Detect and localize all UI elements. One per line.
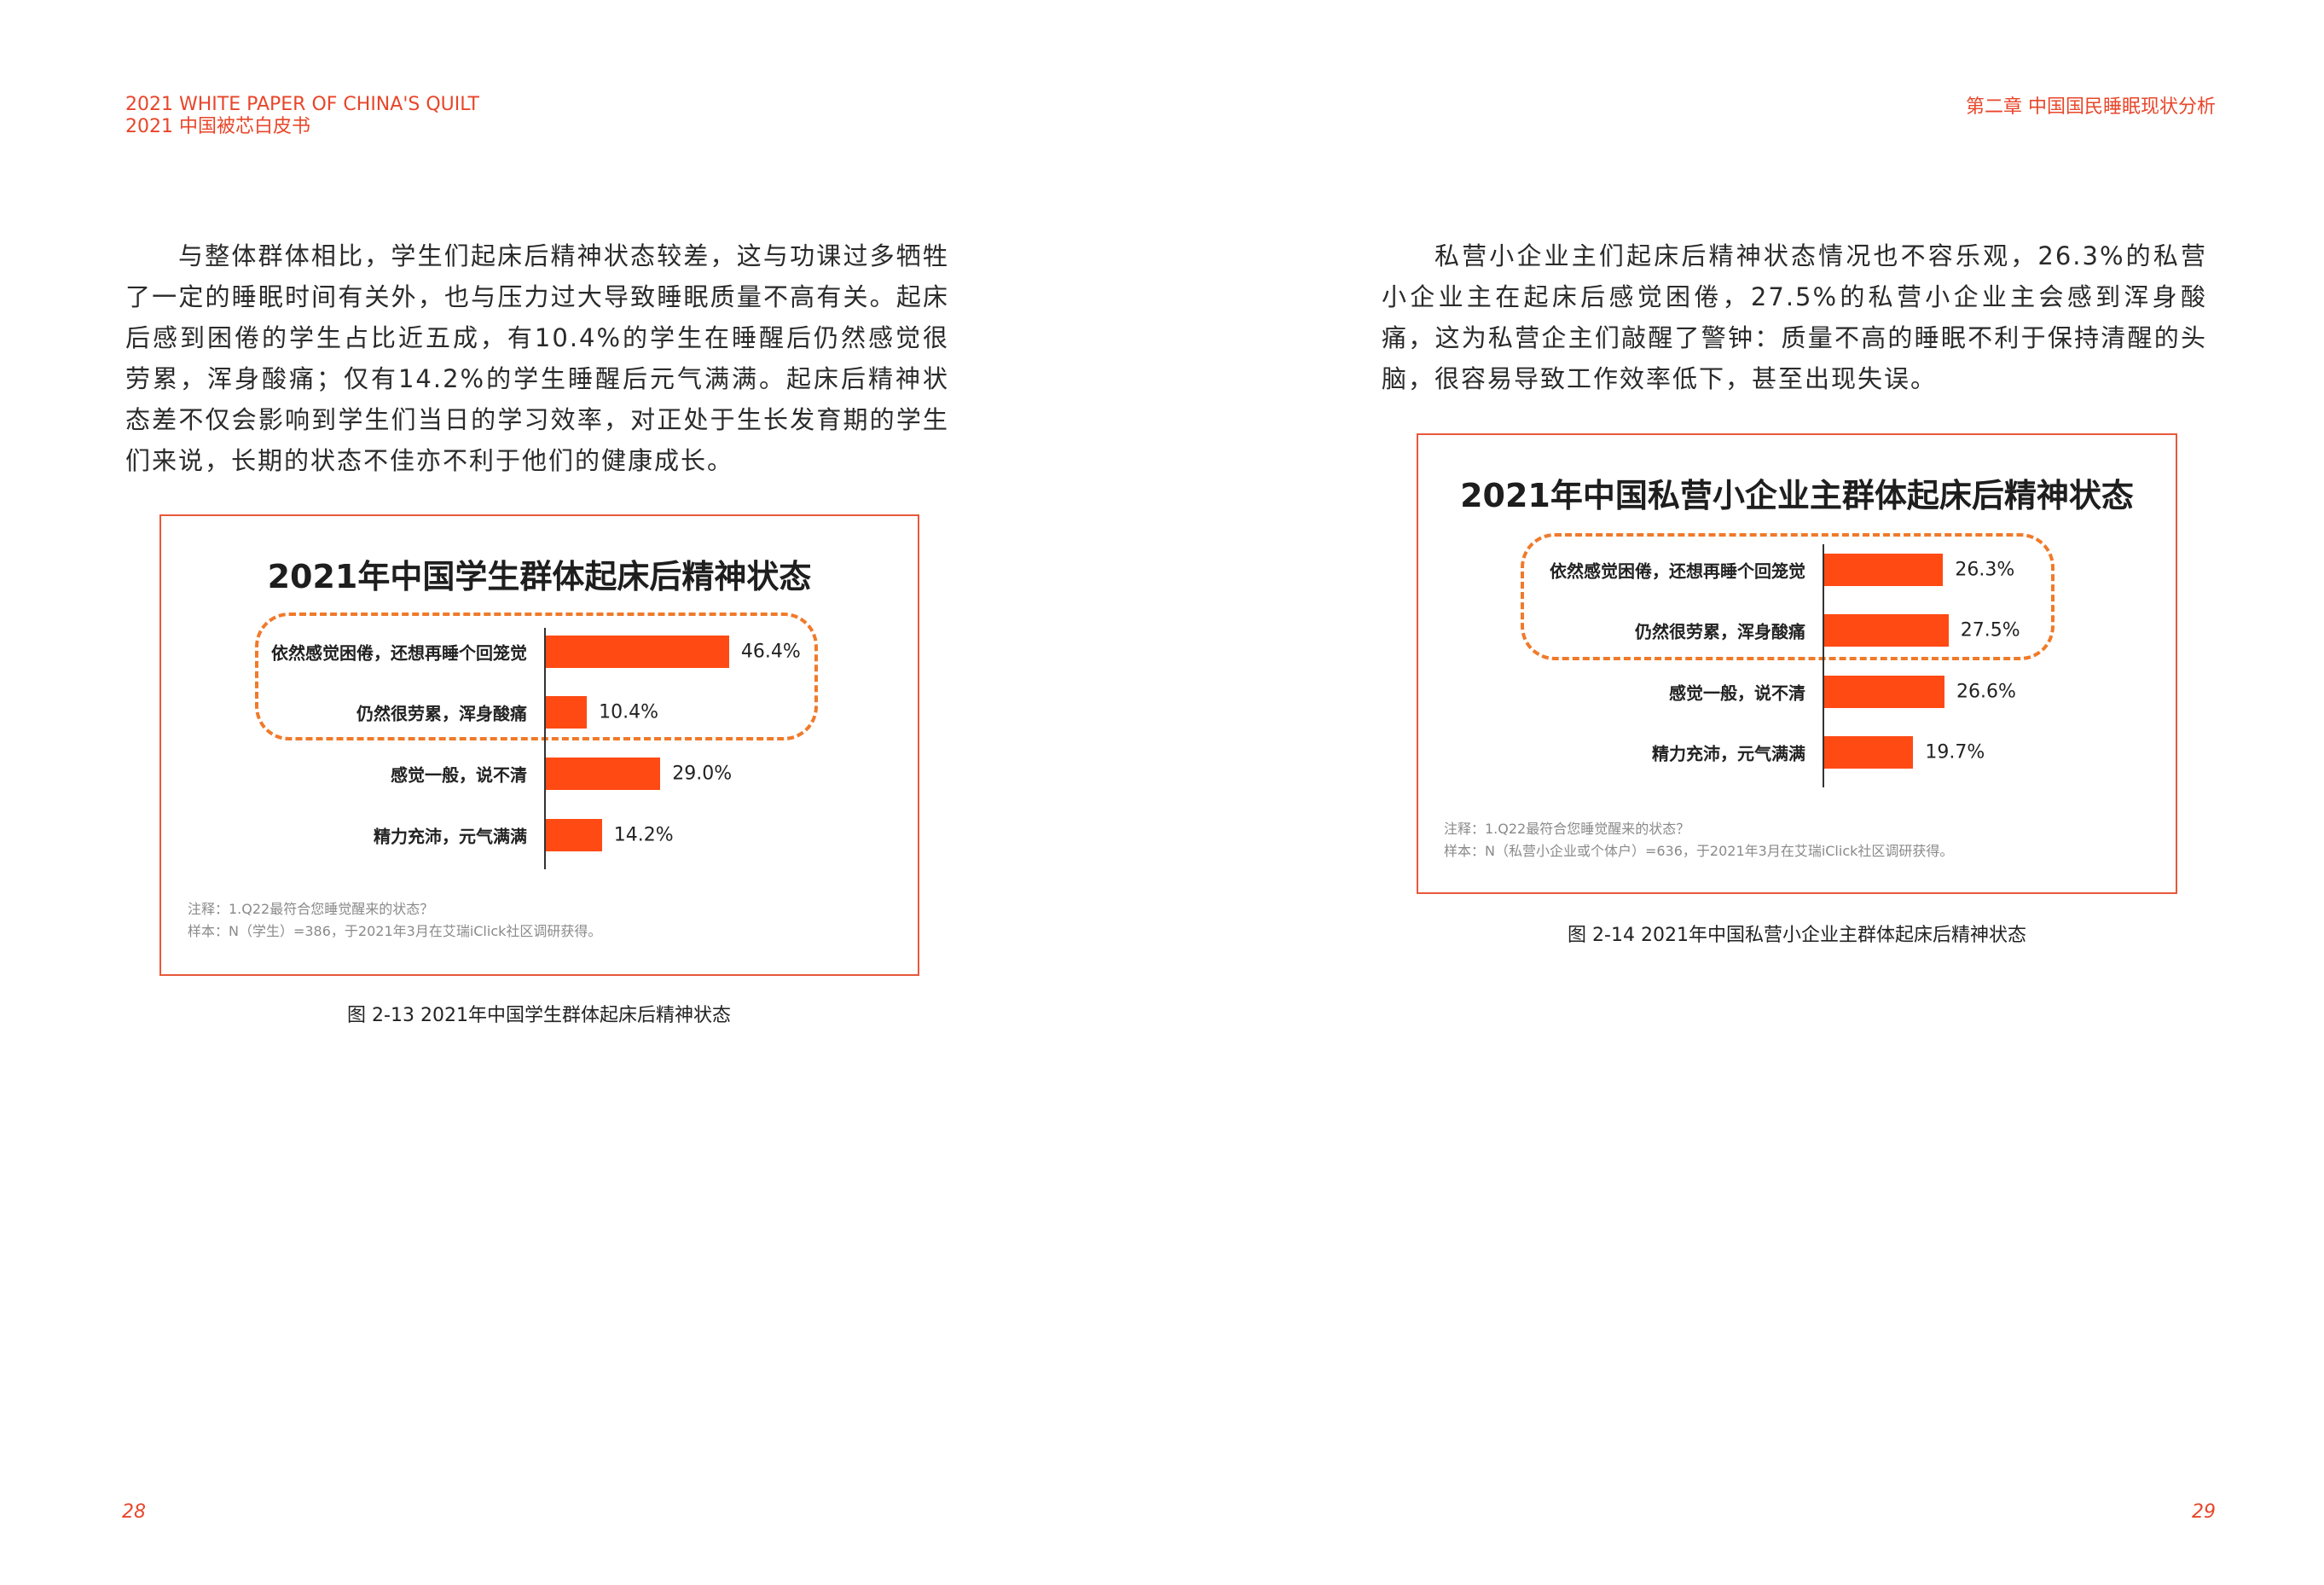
highlight-dashed-box (1521, 533, 2055, 660)
category-label: 感觉一般，说不清 (1669, 682, 1805, 704)
chapter-title: 第二章 中国国民睡眠现状分析 (1966, 96, 2216, 118)
value-label: 19.7% (1925, 741, 1985, 763)
bar (1824, 676, 1944, 708)
chart-sample: 样本：N（学生）=386，于2021年3月在艾瑞iClick社区调研获得。 (188, 923, 602, 939)
value-label: 26.6% (1956, 681, 2016, 703)
bar (546, 696, 588, 729)
chart-axis (1823, 544, 1824, 787)
category-label: 仍然很劳累，浑身酸痛 (1635, 621, 1805, 642)
bar (546, 758, 661, 790)
value-label: 26.3% (1955, 559, 2015, 581)
category-label: 依然感觉困倦，还想再睡个回笼觉 (271, 642, 527, 664)
page-number-left: 28 (122, 1501, 146, 1523)
chart-note: 注释：1.Q22最符合您睡觉醒来的状态？ (1444, 821, 1690, 837)
book-title-cn: 2021 中国被芯白皮书 (125, 116, 310, 137)
page-number-right: 29 (2192, 1501, 2216, 1523)
value-label: 29.0% (672, 763, 733, 785)
value-label: 10.4% (599, 701, 659, 723)
category-label: 依然感觉困倦，还想再睡个回笼觉 (1550, 560, 1805, 582)
category-label: 感觉一般，说不清 (391, 764, 527, 786)
category-label: 仍然很劳累，浑身酸痛 (356, 703, 527, 724)
figure-caption: 图 2-13 2021年中国学生群体起床后精神状态 (347, 1005, 731, 1026)
right-paragraph: 私营小企业主们起床后精神状态情况也不容乐观，26.3%的私营小企业主在起床后感觉… (1382, 241, 2207, 393)
bar (1824, 736, 1914, 769)
chart-sample: 样本：N（私营小企业或个体户）=636，于2021年3月在艾瑞iClick社区调… (1444, 843, 1954, 859)
category-label: 精力充沛，元气满满 (374, 826, 527, 847)
book-title-en: 2021 WHITE PAPER OF CHINA'S QUILT (125, 94, 479, 115)
business-owner-chart: 2021年中国私营小企业主群体起床后精神状态 注释：1.Q22最符合您睡觉醒来的… (1417, 433, 2177, 894)
chart-note: 注释：1.Q22最符合您睡觉醒来的状态？ (188, 901, 434, 917)
chart-title: 2021年中国学生群体起床后精神状态 (267, 558, 812, 595)
value-label: 14.2% (613, 824, 674, 846)
bar (1824, 614, 1949, 647)
chart-title: 2021年中国私营小企业主群体起床后精神状态 (1460, 477, 2134, 514)
chart-axis (544, 628, 546, 869)
bar (546, 636, 729, 668)
figure-caption: 图 2-14 2021年中国私营小企业主群体起床后精神状态 (1568, 925, 2026, 946)
value-label: 27.5% (1960, 619, 2020, 642)
highlight-dashed-box (255, 613, 818, 740)
left-paragraph: 与整体群体相比，学生们起床后精神状态较差，这与功课过多牺牲了一定的睡眠时间有关外… (125, 241, 949, 475)
category-label: 精力充沛，元气满满 (1652, 743, 1805, 764)
bar (546, 819, 602, 851)
bar (1824, 554, 1944, 586)
value-label: 46.4% (740, 641, 801, 663)
student-chart: 2021年中国学生群体起床后精神状态 注释：1.Q22最符合您睡觉醒来的状态？ … (159, 514, 919, 976)
